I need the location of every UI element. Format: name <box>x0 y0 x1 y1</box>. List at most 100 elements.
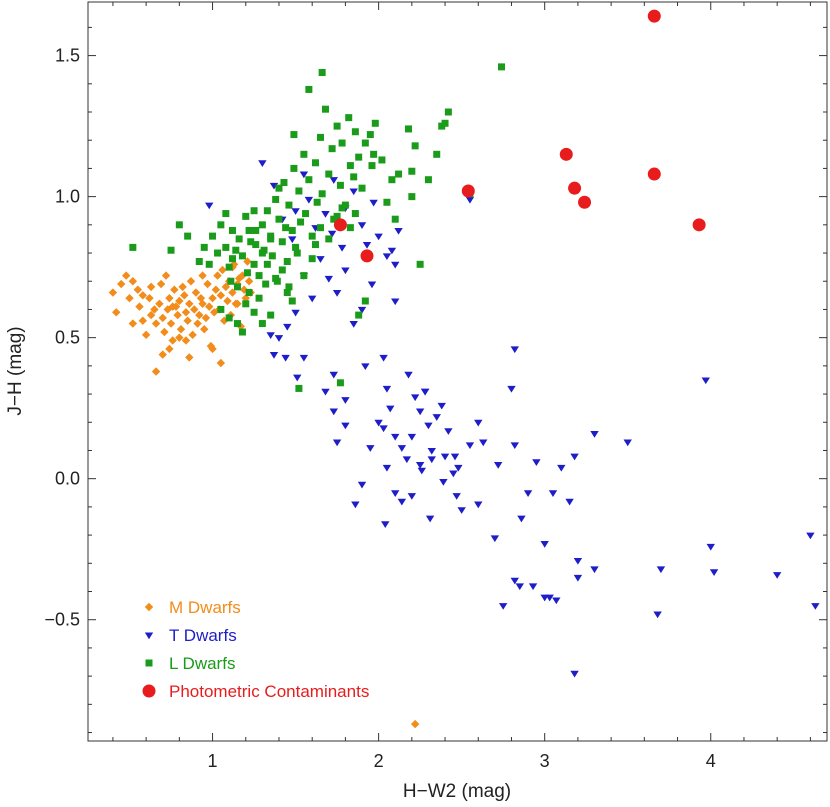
l-dwarfs-point <box>308 232 316 240</box>
m-dwarfs-point <box>146 310 156 320</box>
l-dwarfs-point <box>283 289 291 297</box>
axis-ticks <box>88 2 827 741</box>
m-dwarfs-point <box>200 324 209 334</box>
t-dwarfs-point <box>565 498 574 506</box>
m-dwarfs-point <box>160 327 169 337</box>
l-dwarfs-point <box>275 215 283 223</box>
t-dwarfs-point <box>288 236 297 244</box>
l-dwarfs-point <box>280 179 288 187</box>
t-dwarfs-point <box>474 501 483 509</box>
t-dwarfs-point <box>386 405 395 413</box>
m-dwarfs-point <box>173 310 182 320</box>
l-dwarfs-point <box>225 263 233 271</box>
m-dwarfs-point <box>151 319 161 328</box>
t-dwarfs-point <box>321 211 330 218</box>
t-dwarfs-point <box>299 354 309 362</box>
m-dwarfs-point <box>133 285 143 294</box>
m-dwarfs-point <box>211 285 221 294</box>
l-dwarfs-point <box>282 224 290 232</box>
m-dwarfs-point <box>196 293 206 303</box>
m-dwarfs-point <box>223 296 232 306</box>
l-dwarfs-point <box>258 320 266 328</box>
t-dwarfs-point <box>474 419 483 427</box>
t-dwarfs-point <box>573 574 583 582</box>
l-dwarfs-point <box>290 164 298 172</box>
t-dwarfs-point <box>552 597 561 605</box>
t-dwarfs-point <box>452 493 461 500</box>
t-dwarfs-point <box>410 394 420 402</box>
t-dwarfs-point <box>623 439 632 447</box>
t-dwarfs-point <box>490 535 500 543</box>
t-dwarfs-point <box>391 490 400 497</box>
l-dwarfs-point <box>351 128 359 136</box>
l-dwarfs-point <box>333 212 341 220</box>
m-dwarfs-point <box>198 299 207 309</box>
m-dwarfs-point <box>205 302 214 311</box>
m-dwarfs-point <box>165 344 174 354</box>
x-tick-label: 4 <box>706 751 716 771</box>
m-dwarfs-point <box>121 271 131 280</box>
t-dwarfs-point <box>444 428 453 435</box>
t-dwarfs-point <box>402 456 412 464</box>
l-dwarfs-point <box>243 269 251 277</box>
t-dwarfs-point <box>304 196 314 204</box>
l-dwarfs-point <box>232 246 240 254</box>
photometric-contaminants-point <box>647 9 661 23</box>
m-dwarfs-point <box>198 271 207 280</box>
m-dwarfs-point <box>183 316 192 325</box>
l-dwarfs-point <box>258 249 266 257</box>
t-dwarfs-point <box>291 208 300 215</box>
t-dwarfs-point <box>341 397 350 404</box>
m-dwarfs-point <box>125 293 134 303</box>
t-dwarfs-point <box>440 453 450 461</box>
t-dwarfs-point <box>417 467 426 475</box>
l-dwarfs-point <box>346 224 354 232</box>
m-dwarfs-point <box>170 285 179 294</box>
l-dwarfs-point <box>371 119 379 127</box>
m-dwarfs-point <box>175 296 184 306</box>
t-dwarfs-point <box>701 377 710 385</box>
l-dwarfs-point <box>498 63 506 71</box>
t-dwarfs-point <box>449 470 458 478</box>
m-dwarfs-point <box>216 358 226 368</box>
t-dwarfs-point <box>573 557 583 565</box>
l-dwarfs-point <box>268 252 276 260</box>
t-dwarfs-point <box>424 422 433 430</box>
l-dwarfs-point <box>408 167 416 175</box>
legend-label-photometric-contaminants: Photometric Contaminants <box>169 682 369 701</box>
m-dwarfs-point <box>216 291 226 300</box>
l-dwarfs-point <box>321 105 329 113</box>
m-dwarfs-point <box>146 282 156 292</box>
legend: M Dwarfs T Dwarfs L Dwarfs Photometric Cont… <box>142 598 369 701</box>
l-dwarfs-point <box>247 238 255 246</box>
t-dwarfs-point <box>324 275 333 283</box>
m-dwarfs-point <box>221 282 231 292</box>
l-dwarfs-point <box>313 198 321 206</box>
m-dwarfs-point <box>185 353 194 362</box>
t-dwarfs-point <box>293 374 302 382</box>
legend-marker-m-dwarfs <box>144 602 154 612</box>
t-dwarfs-point <box>517 515 526 523</box>
t-dwarfs-point <box>570 453 579 461</box>
m-dwarfs-point <box>193 319 202 328</box>
t-dwarfs-point <box>299 171 309 179</box>
t-dwarfs-point <box>454 464 463 472</box>
m-dwarfs-point <box>156 279 166 289</box>
series-t-dwarfs <box>205 160 820 678</box>
y-tick-label: 1.5 <box>55 46 80 66</box>
t-dwarfs-point <box>274 335 284 342</box>
m-dwarfs-point <box>208 344 217 354</box>
t-dwarfs-point <box>415 462 425 469</box>
m-dwarfs-point <box>190 305 199 314</box>
m-dwarfs-point <box>241 293 250 303</box>
t-dwarfs-point <box>316 256 325 263</box>
t-dwarfs-point <box>269 182 279 190</box>
t-dwarfs-point <box>427 447 436 455</box>
m-dwarfs-point <box>128 277 138 286</box>
m-dwarfs-point <box>141 330 151 340</box>
l-dwarfs-point <box>316 133 324 141</box>
l-dwarfs-point <box>235 235 243 243</box>
l-dwarfs-point <box>195 257 203 265</box>
l-dwarfs-point <box>255 294 263 302</box>
t-dwarfs-point <box>357 306 367 314</box>
